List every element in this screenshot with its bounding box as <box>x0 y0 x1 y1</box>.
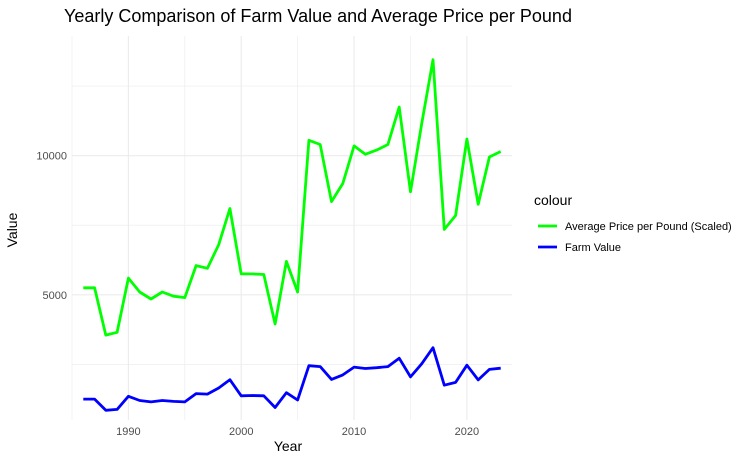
x-tick-label: 2000 <box>229 426 253 438</box>
chart-title: Yearly Comparison of Farm Value and Aver… <box>64 6 572 26</box>
y-tick-label: 5000 <box>43 290 67 302</box>
series-line-2 <box>83 346 501 412</box>
x-axis-title: Year <box>274 438 303 454</box>
series-lines <box>83 58 502 412</box>
legend-label: Average Price per Pound (Scaled) <box>565 221 732 233</box>
legend: colour Average Price per Pound (Scaled) F… <box>534 192 732 254</box>
x-tick-label: 2020 <box>455 426 479 438</box>
x-axis-tick-labels: 1990 2000 2010 2020 <box>116 426 479 438</box>
legend-label: Farm Value <box>565 242 621 254</box>
series-line-1 <box>83 58 502 337</box>
legend-items: Average Price per Pound (Scaled) Farm Val… <box>538 221 732 254</box>
x-tick-label: 2010 <box>342 426 366 438</box>
y-tick-label: 10000 <box>36 151 67 163</box>
legend-title: colour <box>534 192 572 208</box>
grid-lines <box>71 36 512 420</box>
y-axis-title: Value <box>4 212 20 247</box>
y-axis-tick-labels: 5000 10000 <box>36 151 67 302</box>
x-tick-label: 1990 <box>116 426 140 438</box>
